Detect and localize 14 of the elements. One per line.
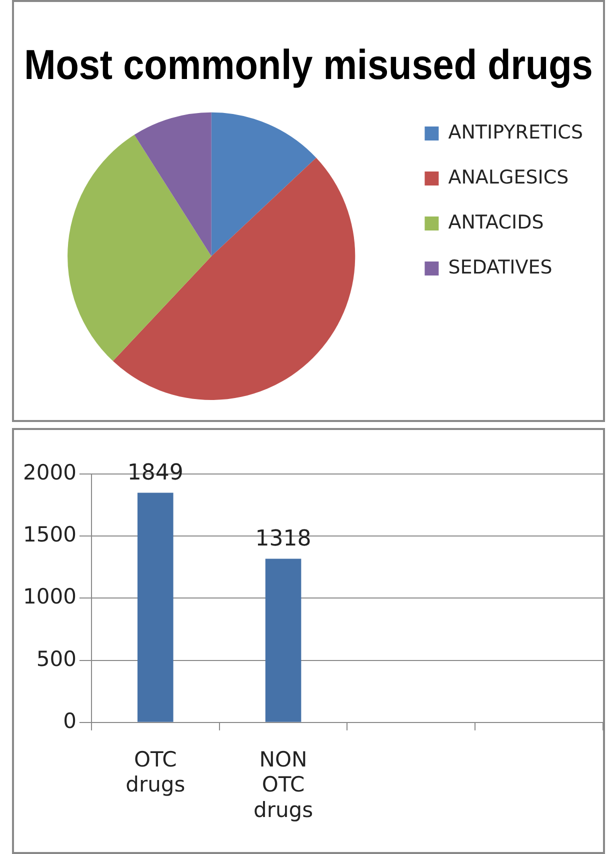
data-label: 1849 (127, 460, 184, 486)
y-tick-label: 500 (36, 646, 76, 671)
y-tick-label: 2000 (22, 460, 76, 484)
legend-label: ANTACIDS (448, 211, 544, 234)
y-tick-label: 0 (63, 708, 76, 733)
x-tick-label: NON OTC drugs (254, 747, 314, 822)
legend-label: ANALGESICS (448, 166, 569, 188)
y-tick-label: 1000 (22, 584, 76, 609)
legend-label: SEDATIVES (448, 256, 552, 278)
chart-title: Most commonly misused drugs (24, 42, 593, 88)
y-tick-label: 1500 (22, 522, 76, 547)
data-label: 1318 (255, 526, 312, 552)
x-tick-label: OTC drugs (126, 747, 186, 797)
legend-label: ANTIPYRETICS (448, 121, 584, 144)
